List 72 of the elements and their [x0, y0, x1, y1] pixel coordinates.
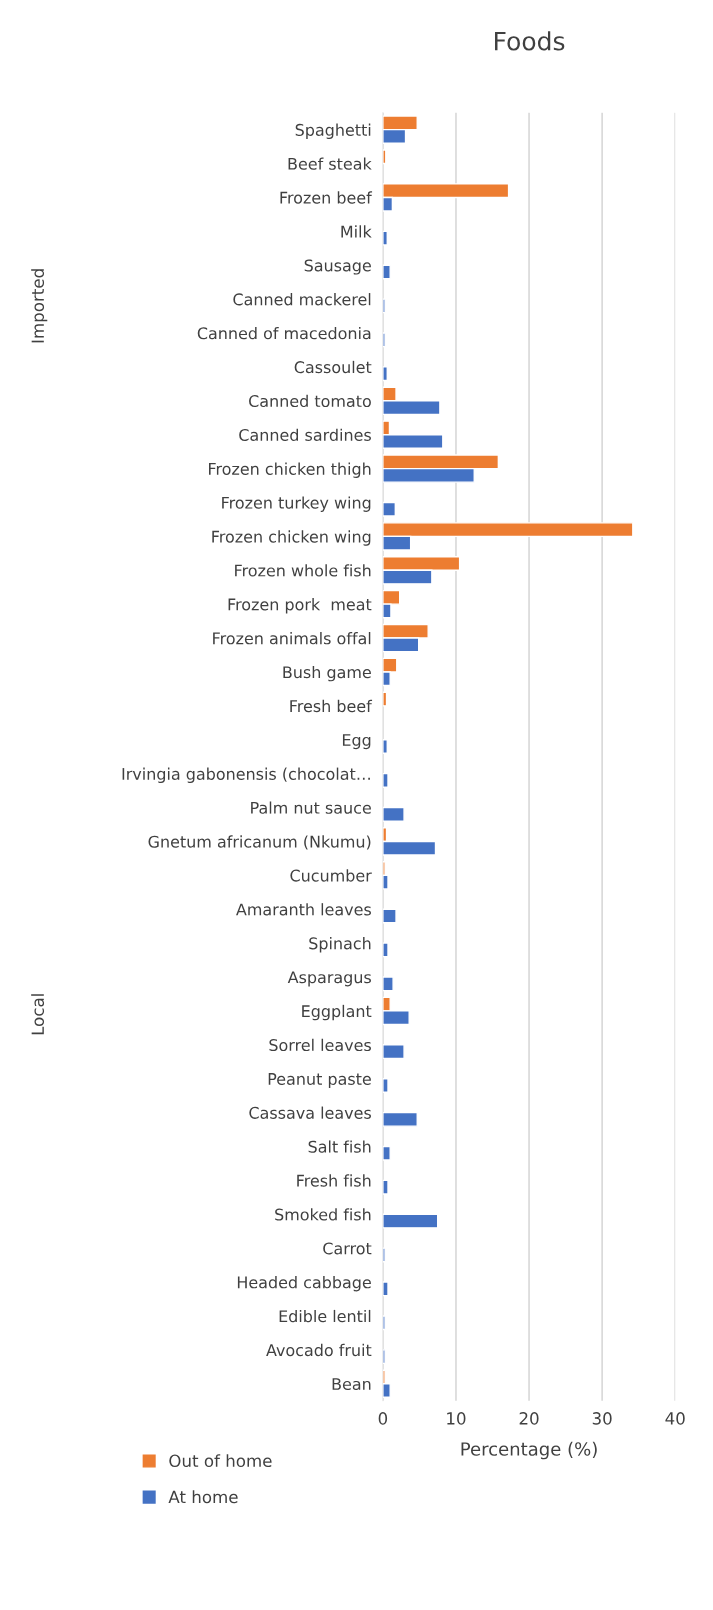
y-tick-label: Irvingia gabonensis (chocolat… — [122, 767, 370, 784]
bar — [382, 1044, 405, 1060]
x-axis-title: Percentage (%) — [461, 1441, 597, 1460]
y-tick-label: Eggplant — [302, 1004, 372, 1021]
bar — [382, 332, 386, 348]
y-tick-label: Bean — [332, 1378, 371, 1391]
y-tick-label: Fresh fish — [297, 1174, 371, 1187]
y-tick-label: Salt fish — [308, 1140, 371, 1153]
y-tick-label: Avocado fruit — [266, 1343, 372, 1357]
y-tick-label: Canned sardines — [239, 428, 371, 441]
bar — [382, 366, 388, 382]
text: Imported — [31, 269, 48, 343]
y-tick-label: Frozen animals offal — [213, 632, 371, 645]
y-tick-label: Cassoulet — [294, 360, 372, 374]
y-tick-label: Frozen chicken thigh — [209, 462, 371, 478]
bar — [382, 806, 405, 822]
y-tick-label: Frozen turkey wing — [222, 496, 371, 512]
legend-label: At home — [168, 1490, 238, 1504]
x-tick-label: 40 — [665, 1412, 685, 1425]
y-tick-label: Frozen whole fish — [235, 564, 371, 577]
bar — [382, 691, 388, 707]
bar — [382, 1078, 389, 1093]
y-tick-label: Fresh beef — [290, 699, 373, 713]
y-tick-label: Smoked fish — [275, 1208, 371, 1221]
y-tick-label: Egg — [342, 734, 371, 750]
y-tick-label: Cassava leaves — [249, 1106, 371, 1119]
y-tick-label: Gnetum africanum (Nkumu) — [148, 835, 371, 850]
y-tick-label: Carrot — [323, 1242, 372, 1255]
x-tick-label: 30 — [592, 1412, 612, 1425]
bar — [382, 1281, 389, 1297]
bar — [382, 1145, 391, 1161]
x-tick-label: 20 — [519, 1412, 539, 1425]
y-tick-label: Beef steak — [288, 157, 372, 170]
y-tick-label: Canned mackerel — [233, 293, 371, 306]
x-tick-label: 0 — [378, 1412, 388, 1425]
y-tick-label: Spaghetti — [295, 123, 371, 140]
y-tick-label: Headed cabbage — [237, 1276, 371, 1292]
bar — [382, 1111, 418, 1127]
bar — [382, 1349, 386, 1365]
y-tick-label: Edible lentil — [279, 1309, 371, 1323]
y-tick-label: Sorrel leaves — [269, 1038, 371, 1052]
bar — [382, 1247, 386, 1263]
y-tick-label: Canned of macedonia — [197, 326, 371, 340]
y-tick-label: Asparagus — [287, 971, 371, 987]
y-tick-label: Canned tomato — [249, 394, 371, 408]
bar — [382, 942, 389, 958]
bar — [382, 1315, 386, 1331]
y-tick-label: Spinach — [309, 937, 371, 953]
y-tick-label: Amaranth leaves — [236, 903, 371, 916]
bar — [382, 1179, 389, 1195]
bar — [382, 298, 386, 314]
y-tick-label: Sausage — [304, 259, 371, 275]
bar — [382, 976, 394, 992]
y-tick-label: Cucumber — [290, 869, 372, 882]
bar — [382, 772, 389, 788]
y-tick-label: Frozen beef — [280, 191, 373, 204]
bar — [382, 501, 397, 517]
bar — [382, 908, 397, 924]
y-tick-label: Frozen pork meat — [228, 598, 372, 614]
legend-label: Out of home — [169, 1454, 272, 1468]
text: Local — [31, 994, 45, 1035]
bar — [382, 1213, 439, 1229]
y-tick-label: Frozen chicken wing — [212, 530, 371, 546]
x-tick-label: 10 — [447, 1412, 466, 1425]
bar — [382, 230, 388, 246]
y-tick-label: Palm nut sauce — [251, 801, 371, 814]
y-tick-label: Milk — [341, 225, 372, 238]
chart-title: Foods — [495, 31, 565, 51]
y-tick-label: Bush game — [283, 665, 371, 682]
y-tick-label: Peanut paste — [268, 1073, 371, 1089]
bar — [382, 739, 388, 755]
bar — [382, 264, 391, 280]
